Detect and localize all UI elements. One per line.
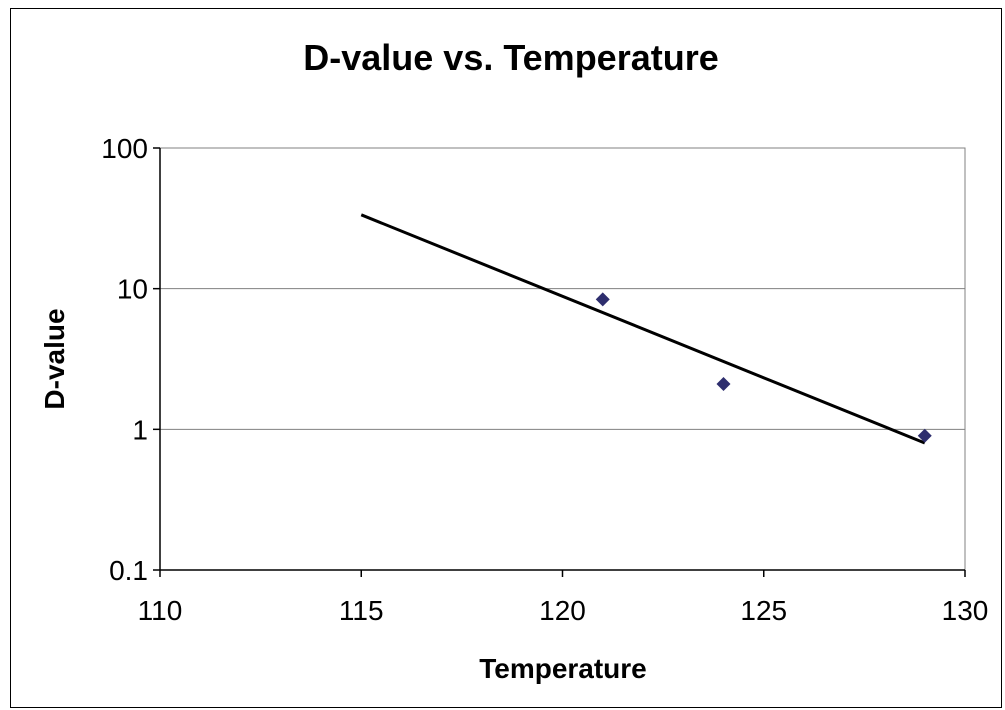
y-tick-label: 100 (101, 133, 148, 164)
y-tick-label: 10 (117, 274, 148, 305)
x-tick-label: 120 (539, 595, 586, 626)
y-tick-label: 0.1 (109, 555, 148, 586)
axes (153, 147, 966, 577)
x-tick-label: 130 (942, 595, 989, 626)
y-axis-title: D-value (39, 308, 70, 409)
plot-area (159, 147, 966, 571)
data-point (716, 377, 731, 392)
chart-frame (10, 8, 1002, 708)
x-tick-label: 115 (339, 595, 384, 626)
trendline-group (360, 213, 926, 445)
trendline (360, 213, 926, 445)
chart-title: D-value vs. Temperature (303, 37, 719, 78)
y-tick-label: 1 (132, 414, 148, 445)
gridlines (160, 147, 965, 430)
data-points (595, 292, 932, 443)
x-axis-title: Temperature (479, 653, 647, 684)
x-tick-label: 125 (740, 595, 787, 626)
data-point (917, 428, 932, 443)
x-tick-label: 110 (138, 595, 183, 626)
data-point (595, 292, 610, 307)
